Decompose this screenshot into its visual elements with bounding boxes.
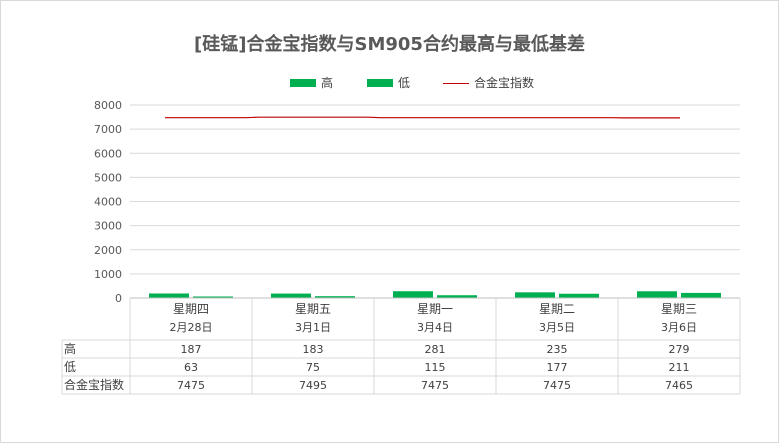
data-label: 281: [425, 343, 446, 356]
series-line-index: [165, 116, 680, 119]
data-label: 7475: [421, 379, 449, 392]
bar-high: [637, 291, 677, 298]
table-row-label: 合金宝指数: [64, 377, 124, 392]
x-tick-date-label: 3月6日: [661, 321, 697, 334]
data-label: 235: [547, 343, 568, 356]
bar-high: [149, 293, 189, 298]
table-row-label: 低: [64, 360, 76, 374]
bar-high: [271, 293, 311, 298]
bar-low: [193, 296, 233, 298]
y-tick-label: 2000: [94, 244, 122, 257]
data-label: 75: [306, 361, 320, 374]
bar-low: [315, 296, 355, 298]
x-tick-date-label: 2月28日: [170, 321, 213, 334]
y-tick-label: 4000: [94, 196, 122, 209]
data-label: 279: [669, 343, 690, 356]
legend-label-high: 高: [321, 76, 334, 90]
y-tick-label: 7000: [94, 123, 122, 136]
data-label: 177: [547, 361, 568, 374]
legend-item-low: 低: [367, 74, 410, 92]
bar-low: [559, 293, 599, 298]
legend-item-high: 高: [290, 74, 333, 92]
x-tick-label: 星期四: [173, 302, 209, 316]
x-tick-label: 星期二: [539, 302, 575, 316]
x-tick-date-label: 3月1日: [295, 321, 331, 334]
bar-low: [437, 295, 477, 298]
bar-high: [515, 292, 555, 298]
data-label: 7475: [177, 379, 205, 392]
y-tick-label: 6000: [94, 147, 122, 160]
data-label: 7495: [299, 379, 327, 392]
legend-item-index: 合金宝指数: [443, 74, 534, 92]
data-label: 187: [181, 343, 202, 356]
y-tick-label: 0: [115, 292, 122, 305]
data-label: 7475: [543, 379, 571, 392]
legend-swatch-high: [290, 79, 316, 87]
x-tick-label: 星期一: [417, 302, 453, 316]
legend-label-low: 低: [398, 76, 411, 90]
data-label: 63: [184, 361, 198, 374]
x-tick-date-label: 3月5日: [539, 321, 575, 334]
x-tick-label: 星期五: [295, 302, 331, 316]
legend-swatch-low: [367, 79, 393, 87]
x-tick-label: 星期三: [661, 302, 697, 316]
bar-low: [681, 292, 721, 298]
table-row-label: 高: [64, 341, 76, 356]
chart-title: [硅锰]合金宝指数与SM905合约最高与最低基差: [194, 34, 585, 55]
y-tick-label: 1000: [94, 268, 122, 281]
x-tick-date-label: 3月4日: [417, 321, 453, 334]
data-label: 7465: [665, 379, 693, 392]
legend-label-index: 合金宝指数: [474, 76, 535, 90]
bar-high: [393, 291, 433, 298]
y-tick-label: 3000: [94, 220, 122, 233]
data-label: 115: [425, 361, 446, 374]
data-label: 211: [669, 361, 690, 374]
y-tick-label: 8000: [94, 99, 122, 112]
chart-legend: 高 低 合金宝指数: [0, 74, 779, 92]
data-label: 183: [303, 343, 324, 356]
y-tick-label: 5000: [94, 171, 122, 184]
legend-swatch-index: [443, 82, 469, 84]
